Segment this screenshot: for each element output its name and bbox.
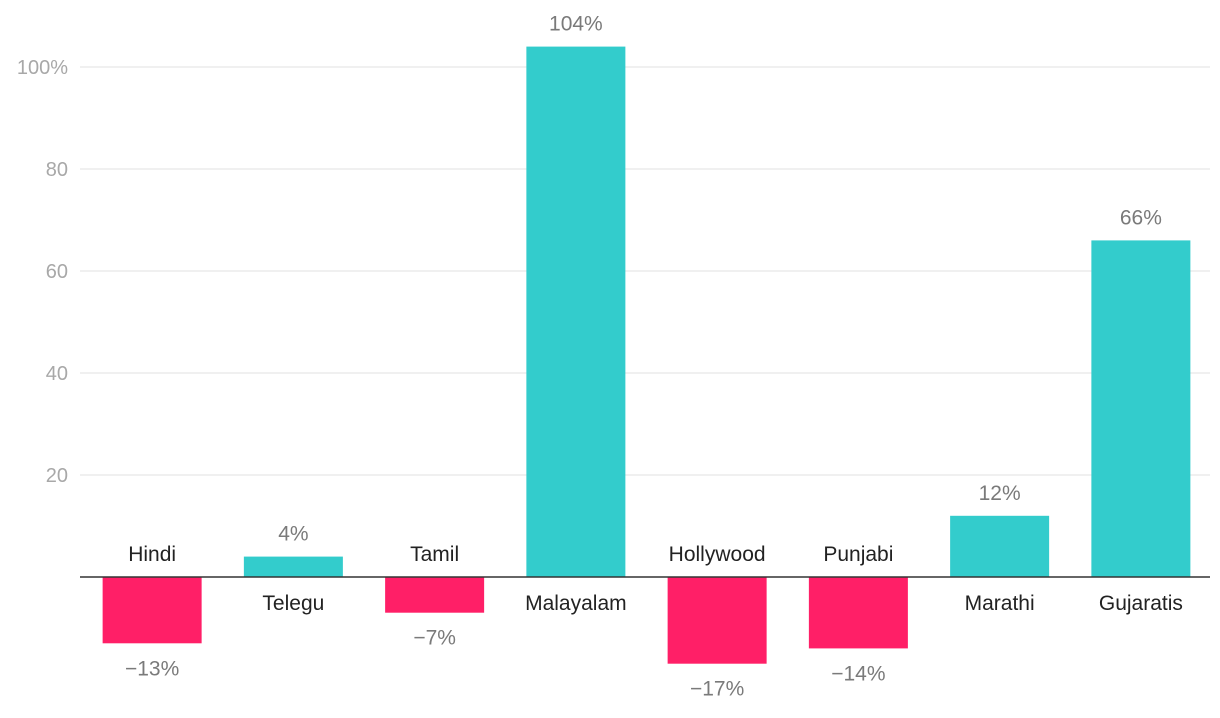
category-label: Tamil <box>410 543 459 566</box>
data-label: 12% <box>979 482 1021 505</box>
category-label: Malayalam <box>525 592 627 615</box>
bar-punjabi <box>808 577 908 649</box>
category-label: Punjabi <box>823 543 893 566</box>
bar-gujaratis <box>1091 240 1191 577</box>
bar-hollywood <box>667 577 767 664</box>
data-label: 4% <box>278 523 308 546</box>
bars <box>102 46 1191 664</box>
data-label: −13% <box>125 657 179 680</box>
category-label: Hollywood <box>669 543 766 566</box>
bar-labels: Hindi −13% Telegu 4% Tamil −7% Malayalam 104% Ho… <box>125 13 1183 701</box>
data-label: 66% <box>1120 206 1162 229</box>
y-tick-label: 80 <box>46 159 68 181</box>
category-label: Hindi <box>128 543 176 566</box>
gridlines <box>80 66 1210 476</box>
y-tick-label: 40 <box>46 363 68 385</box>
bar-malayalam <box>526 46 626 578</box>
bar-telegu <box>243 556 343 577</box>
y-tick-label: 60 <box>46 261 68 283</box>
bar-marathi <box>950 515 1050 577</box>
y-tick-label: 100% <box>17 57 68 79</box>
data-label: −14% <box>831 662 885 685</box>
data-label: −17% <box>690 678 744 701</box>
data-label: −7% <box>413 627 456 650</box>
y-axis-ticks: 20 40 60 80 100% <box>17 57 68 487</box>
bar-hindi <box>102 577 202 644</box>
category-label: Telegu <box>262 592 324 615</box>
data-label: 104% <box>549 13 603 36</box>
category-label: Gujaratis <box>1099 592 1183 615</box>
bar-tamil <box>385 577 485 613</box>
category-label: Marathi <box>965 592 1035 615</box>
y-tick-label: 20 <box>46 465 68 487</box>
